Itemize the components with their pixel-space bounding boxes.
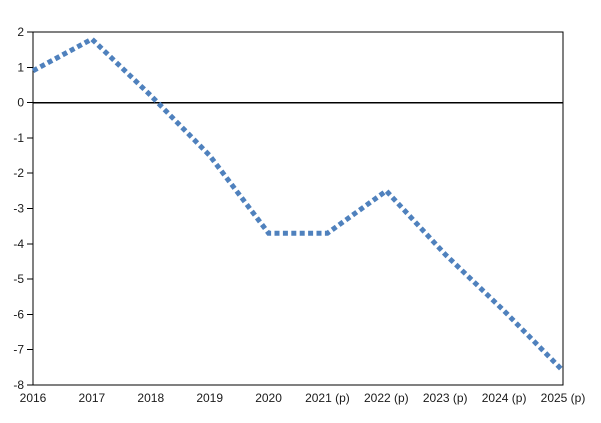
x-tick-label: 2019: [196, 391, 223, 405]
y-tick-label: 0: [17, 96, 24, 110]
y-tick-label: -2: [13, 166, 24, 180]
plot-border: [32, 31, 564, 386]
y-tick-label: -3: [13, 202, 24, 216]
y-tick-label: -5: [13, 272, 24, 286]
x-tick-label: 2016: [20, 391, 47, 405]
y-tick-label: 1: [17, 60, 24, 74]
y-tick-label: -6: [13, 307, 24, 321]
data-series-line: [31, 35, 565, 373]
x-tick-label: 2023 (p): [423, 391, 468, 405]
y-tick-label: -7: [13, 343, 24, 357]
x-tick-label: 2017: [79, 391, 106, 405]
x-tick-label: 2022 (p): [364, 391, 409, 405]
x-tick-label: 2024 (p): [482, 391, 527, 405]
y-tick-label: -8: [13, 378, 24, 392]
y-tick-label: 2: [17, 25, 24, 39]
y-tick-label: -1: [13, 131, 24, 145]
x-tick-label: 2021 (p): [305, 391, 350, 405]
y-tick-label: -4: [13, 237, 24, 251]
x-tick-label: 2020: [255, 391, 282, 405]
x-tick-label: 2018: [137, 391, 164, 405]
x-tick-label: 2025 (p): [541, 391, 586, 405]
